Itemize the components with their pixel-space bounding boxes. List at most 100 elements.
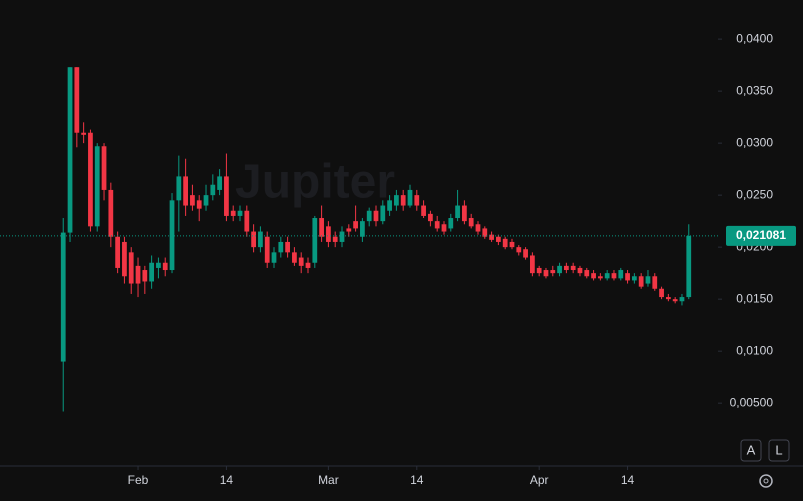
candle-body bbox=[631, 276, 637, 281]
x-tick-label: Apr bbox=[530, 473, 549, 487]
candle-body bbox=[332, 236, 338, 242]
candle-body bbox=[312, 218, 318, 263]
y-tick-label: 0,0100 bbox=[736, 343, 773, 357]
candle-body bbox=[441, 224, 447, 232]
y-tick-label: 0,0150 bbox=[736, 291, 773, 305]
button-label: L bbox=[775, 442, 782, 457]
candle-body bbox=[407, 189, 413, 206]
y-tick-label: 0,0250 bbox=[736, 187, 773, 201]
candle-body bbox=[94, 146, 100, 227]
candle-body bbox=[190, 195, 195, 206]
candle-body bbox=[183, 176, 188, 206]
candle-body bbox=[659, 288, 664, 298]
candle-body bbox=[509, 241, 515, 248]
scale-button[interactable]: A bbox=[740, 439, 762, 462]
candle-body bbox=[591, 273, 596, 279]
candle-body bbox=[115, 236, 121, 268]
candle-body bbox=[536, 267, 542, 274]
candle-body bbox=[468, 218, 474, 227]
candle-body bbox=[142, 270, 148, 282]
candle-body bbox=[373, 210, 379, 222]
candle-body bbox=[67, 67, 73, 233]
candle-body bbox=[210, 184, 216, 196]
candle-body bbox=[665, 297, 671, 300]
candle-body bbox=[502, 238, 508, 248]
button-frame bbox=[768, 439, 790, 462]
candle-body bbox=[455, 205, 460, 219]
candle-body bbox=[611, 273, 617, 279]
candle-body bbox=[305, 262, 311, 268]
settings-icon[interactable] bbox=[759, 474, 773, 488]
candle-body bbox=[577, 267, 583, 274]
candle-body bbox=[672, 299, 678, 302]
candle-body bbox=[652, 276, 658, 289]
candle-body bbox=[169, 200, 175, 271]
x-tick-label: 14 bbox=[621, 473, 635, 487]
candle-body bbox=[360, 221, 365, 237]
candle-body bbox=[489, 234, 494, 240]
candle-body bbox=[244, 210, 250, 232]
candle-body bbox=[278, 241, 284, 253]
candle-body bbox=[530, 255, 535, 274]
candle-body bbox=[482, 228, 488, 237]
candle-body bbox=[60, 232, 66, 362]
y-tick-label: 0,0300 bbox=[736, 135, 773, 149]
candle-body bbox=[224, 176, 229, 216]
candle-body bbox=[251, 231, 256, 248]
candle-body bbox=[543, 270, 549, 277]
candle-body bbox=[496, 236, 501, 242]
candle-body bbox=[475, 224, 481, 232]
candle-body bbox=[81, 132, 87, 135]
y-tick-label: 0,0350 bbox=[736, 83, 773, 97]
candle-body bbox=[237, 210, 243, 216]
candle-body bbox=[101, 146, 107, 190]
candle-body bbox=[380, 205, 386, 222]
x-tick-label: Feb bbox=[128, 473, 149, 487]
candle-body bbox=[128, 252, 134, 284]
candle-body bbox=[108, 189, 114, 237]
candle-body bbox=[584, 270, 590, 277]
candle-body bbox=[462, 205, 467, 222]
candle-body bbox=[258, 231, 263, 248]
candle-body bbox=[421, 205, 426, 216]
candle-body bbox=[230, 210, 236, 216]
candle-body bbox=[156, 262, 161, 268]
candle-body bbox=[516, 247, 522, 253]
candle-body bbox=[618, 270, 624, 279]
candle-body bbox=[326, 226, 331, 242]
candle-body bbox=[339, 231, 345, 242]
candle-body bbox=[196, 200, 202, 209]
candle-body bbox=[625, 273, 630, 281]
x-tick-label: 14 bbox=[220, 473, 234, 487]
candle-body bbox=[686, 235, 692, 298]
candle-body bbox=[645, 276, 651, 284]
candle-body bbox=[319, 218, 324, 237]
candle-body bbox=[135, 265, 141, 284]
candle-body bbox=[271, 252, 277, 263]
scale-button[interactable]: L bbox=[768, 439, 790, 462]
candle-body bbox=[298, 257, 304, 266]
candle-body bbox=[264, 236, 270, 263]
candle-body bbox=[414, 195, 420, 206]
x-tick-label: 14 bbox=[410, 473, 424, 487]
candle-body bbox=[88, 132, 93, 227]
candle-body bbox=[149, 262, 155, 282]
candle-body bbox=[400, 195, 406, 206]
candle-body bbox=[122, 241, 127, 277]
candle-body bbox=[217, 176, 222, 190]
candle-body bbox=[387, 200, 392, 211]
candle-body bbox=[523, 249, 528, 258]
candle-body bbox=[570, 265, 576, 271]
candle-body bbox=[162, 262, 168, 271]
candle-body bbox=[428, 213, 433, 222]
candle-body bbox=[550, 270, 556, 274]
candle-body bbox=[394, 195, 399, 206]
candle-body bbox=[366, 210, 372, 222]
candle-body bbox=[74, 67, 80, 133]
watermark: Jupiter bbox=[235, 156, 395, 209]
candle-body bbox=[292, 252, 297, 263]
candle-body bbox=[176, 176, 182, 201]
